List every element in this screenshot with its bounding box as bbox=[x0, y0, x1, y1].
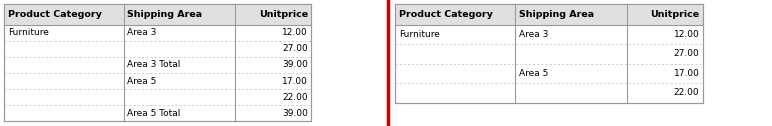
Text: Area 5: Area 5 bbox=[127, 76, 157, 86]
Text: Furniture: Furniture bbox=[399, 30, 440, 39]
Text: 17.00: 17.00 bbox=[673, 69, 699, 78]
Text: Furniture: Furniture bbox=[8, 28, 49, 37]
Bar bbox=[395, 4, 703, 25]
Text: 12.00: 12.00 bbox=[283, 28, 308, 37]
Text: 17.00: 17.00 bbox=[282, 76, 308, 86]
Text: Shipping Area: Shipping Area bbox=[519, 10, 594, 19]
Text: Area 5 Total: Area 5 Total bbox=[127, 109, 181, 118]
Text: Area 3: Area 3 bbox=[127, 28, 157, 37]
Text: Area 3 Total: Area 3 Total bbox=[127, 60, 181, 69]
Text: 22.00: 22.00 bbox=[674, 88, 699, 97]
Text: 39.00: 39.00 bbox=[282, 60, 308, 69]
Text: 27.00: 27.00 bbox=[283, 44, 308, 53]
Text: Area 5: Area 5 bbox=[519, 69, 548, 78]
Text: 27.00: 27.00 bbox=[674, 49, 699, 58]
Text: 12.00: 12.00 bbox=[674, 30, 699, 39]
Text: Product Category: Product Category bbox=[8, 10, 102, 19]
Text: Shipping Area: Shipping Area bbox=[127, 10, 202, 19]
Text: Unitprice: Unitprice bbox=[259, 10, 308, 19]
Bar bbox=[395, 4, 703, 103]
Text: 39.00: 39.00 bbox=[282, 109, 308, 118]
Text: Unitprice: Unitprice bbox=[650, 10, 699, 19]
Text: Area 3: Area 3 bbox=[519, 30, 548, 39]
Text: Product Category: Product Category bbox=[399, 10, 493, 19]
Bar bbox=[4, 4, 311, 25]
Text: 22.00: 22.00 bbox=[283, 93, 308, 102]
Bar bbox=[4, 4, 311, 121]
